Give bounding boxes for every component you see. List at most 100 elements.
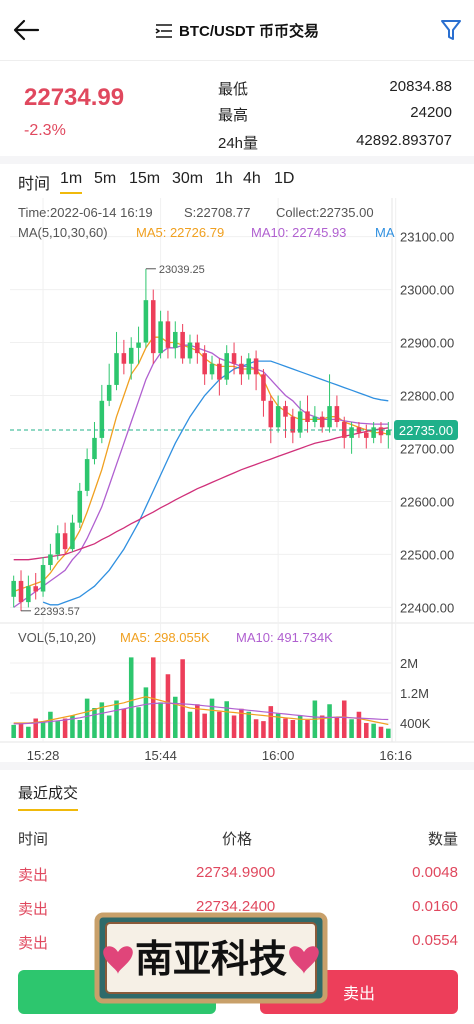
vol-tick-label: 1.2M (400, 686, 429, 701)
volume-bar (253, 719, 259, 738)
page-title-group[interactable]: BTC/USDT 币币交易 (0, 20, 474, 41)
ma-more-legend: MA (375, 225, 395, 240)
filter-button[interactable] (440, 18, 462, 47)
volume-bar (99, 702, 105, 738)
volume-bar (106, 715, 112, 738)
timeframe-tabs: 时间 1m 5m 15m 30m 1h 4h 1D (0, 164, 474, 198)
tab-15m[interactable]: 15m (129, 170, 161, 187)
candle-body (327, 406, 332, 428)
ticker-summary: 22734.99 -2.3% 最低 20834.88 最高 24200 24h量… (0, 60, 474, 156)
trade-side: 卖出 (18, 901, 49, 918)
candle-body (217, 363, 222, 380)
ma-line-ma60 (13, 427, 389, 561)
ma-line-ma30 (42, 360, 389, 606)
stat-volume-label: 24h量 (218, 135, 259, 152)
tab-5m[interactable]: 5m (94, 170, 117, 187)
candle-body (114, 353, 119, 385)
candle-body (165, 321, 171, 348)
candle-body (143, 300, 149, 343)
volume-bar (18, 723, 24, 738)
top-bar: BTC/USDT 币币交易 (0, 0, 474, 61)
tab-30m[interactable]: 30m (172, 170, 204, 187)
candle-body (386, 429, 391, 436)
filter-icon (441, 20, 461, 40)
candle-body (239, 363, 244, 375)
tab-1m[interactable]: 1m (60, 170, 83, 194)
y-tick-label: 22700.00 (400, 441, 454, 456)
arrow-left-icon (13, 19, 40, 41)
tab-1h[interactable]: 1h (215, 170, 233, 187)
candle-body (136, 342, 141, 348)
candle-body (55, 533, 61, 555)
volume-bar (84, 698, 90, 738)
candle-body (297, 411, 303, 433)
price-change: -2.3% (24, 122, 66, 139)
volume-bar (378, 726, 384, 738)
candle-body (187, 342, 193, 359)
candle-body (253, 358, 259, 375)
candle-body (261, 374, 266, 401)
candle-body (106, 384, 112, 401)
section-divider-2 (0, 762, 474, 770)
tab-time[interactable]: 时间 (18, 176, 51, 193)
candle-body (48, 554, 53, 566)
trade-qty: 0.0048 (412, 864, 458, 881)
candle-body (77, 490, 83, 523)
volume-bar (231, 715, 237, 738)
volume-bar (371, 723, 376, 738)
candle-body (99, 400, 105, 438)
heart-right-icon (289, 946, 319, 974)
volume-bar (40, 722, 46, 738)
volume-bar (319, 715, 325, 738)
y-tick-label: 22400.00 (400, 600, 454, 615)
volume-bar (209, 698, 215, 738)
candle-body (371, 427, 376, 438)
tab-1d[interactable]: 1D (274, 170, 295, 187)
price-ma-lines (13, 336, 389, 608)
candle-body (26, 586, 31, 603)
vol-ma-line-ma5 (13, 696, 389, 726)
volume-bar (136, 707, 141, 738)
candle-body (18, 580, 24, 603)
volume-ma-lines (13, 696, 389, 726)
ma5-legend: MA5: 22726.79 (136, 225, 224, 240)
volume-bar (290, 720, 296, 738)
volume-bar (26, 726, 31, 738)
vol-tick-label: 400K (400, 716, 431, 731)
candle-body (33, 586, 38, 592)
tab-4h[interactable]: 4h (243, 170, 261, 187)
candle-body (349, 427, 354, 438)
candle-body (40, 565, 46, 592)
chart-overlay: 22735.00 23039.25 22393.57 (10, 264, 458, 618)
volume-bar (158, 702, 163, 738)
volume-bar (217, 711, 222, 738)
candle-body (246, 358, 252, 375)
tab-recent-trades[interactable]: 最近成交 (18, 782, 79, 811)
candle-body (92, 437, 97, 460)
current-price-label: 22735.00 (399, 423, 453, 438)
vol-legend-label: VOL(5,10,20) (18, 630, 96, 645)
kline-chart[interactable]: 23100.00 23000.00 22900.00 22800.00 22700.00… (0, 198, 474, 770)
trade-price: 22734.2400 (196, 898, 276, 915)
current-price-tag (394, 419, 458, 440)
candle-body (150, 300, 156, 354)
heart-left-icon (103, 946, 133, 974)
volume-bar (275, 713, 281, 738)
volume-bar (33, 718, 38, 738)
volume-bar (386, 728, 391, 738)
volume-bar (283, 718, 288, 738)
y-tick-label: 22600.00 (400, 494, 454, 509)
volume-bar (356, 711, 362, 738)
candle-body (283, 406, 288, 417)
ma-line-ma10 (13, 344, 389, 608)
volume-bar (349, 719, 354, 738)
volume-bar (327, 704, 332, 738)
candlesticks (11, 268, 391, 612)
y-tick-label: 22900.00 (400, 336, 454, 351)
candle-body (364, 432, 369, 438)
menu-list-icon (155, 24, 172, 38)
back-button[interactable] (12, 16, 42, 44)
volume-bar (77, 720, 83, 738)
volume-bars (11, 657, 391, 738)
volume-bar (121, 708, 127, 738)
